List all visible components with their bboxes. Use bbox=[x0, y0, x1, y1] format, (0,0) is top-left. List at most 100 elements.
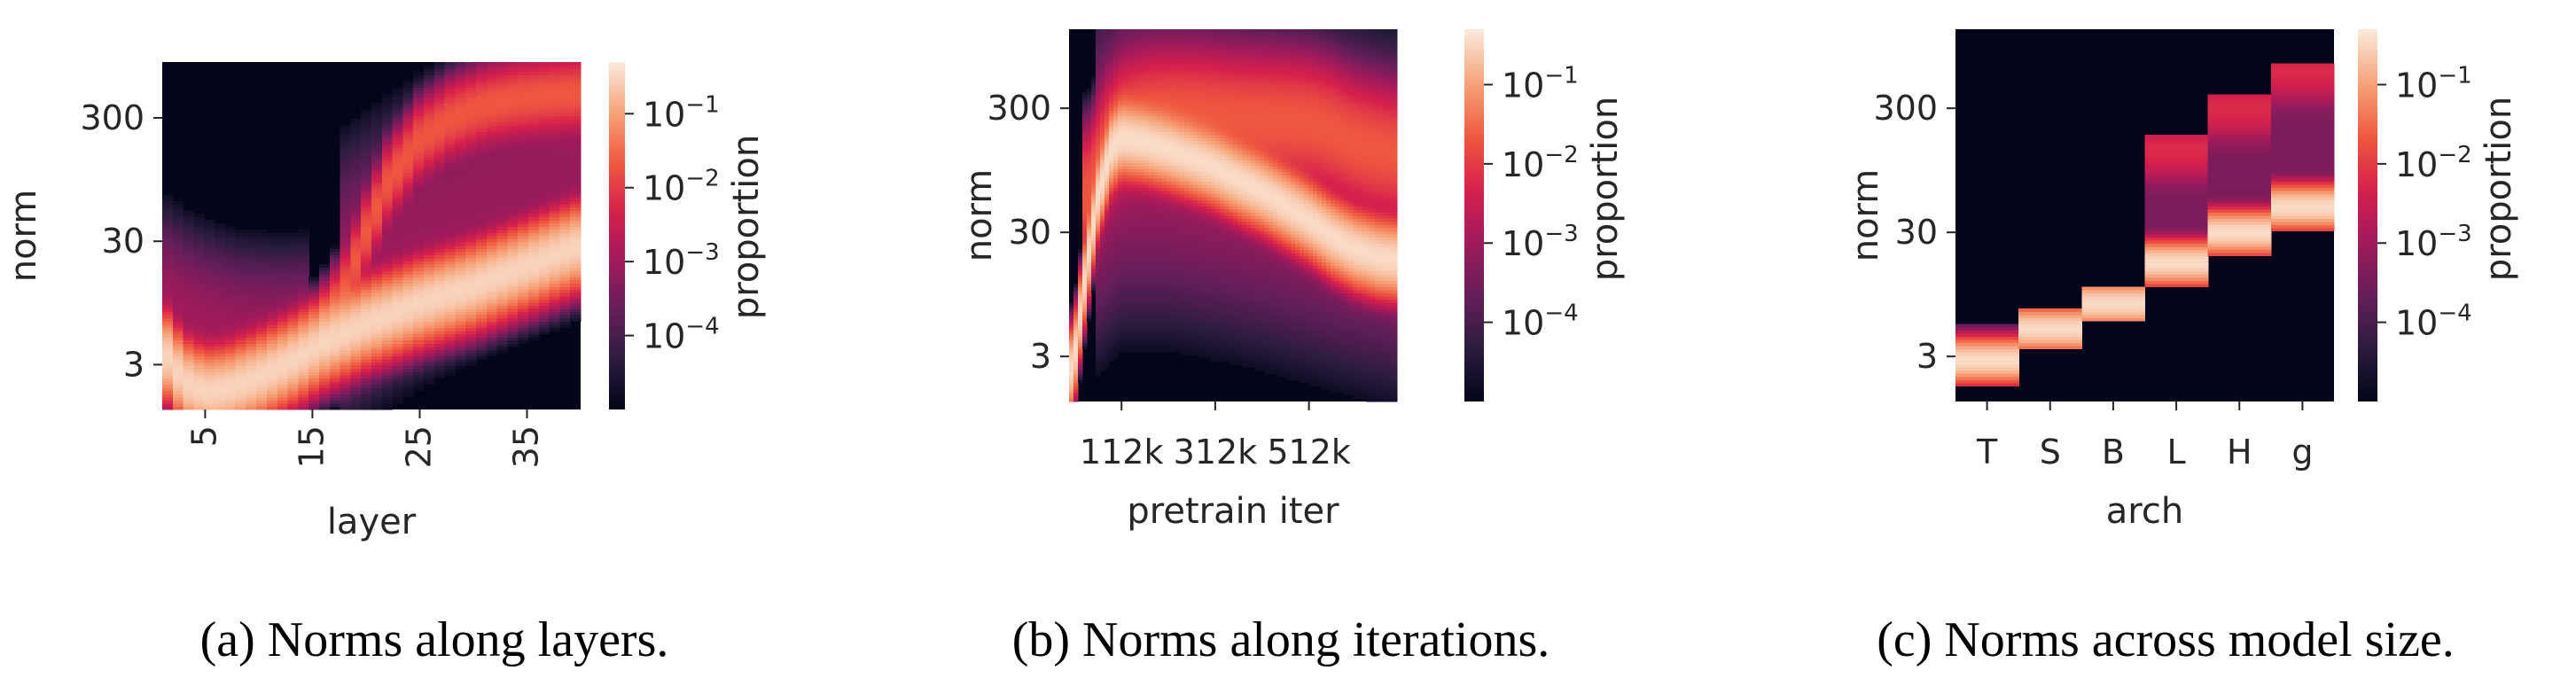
heatmap-cell bbox=[486, 83, 498, 89]
heatmap-cell bbox=[1158, 311, 1163, 316]
heatmap-cell bbox=[298, 308, 309, 313]
heatmap-cell bbox=[392, 214, 403, 218]
heatmap-cell bbox=[1113, 94, 1119, 98]
heatmap-cell bbox=[381, 131, 394, 136]
heatmap-cell bbox=[496, 175, 508, 180]
heatmap-cell bbox=[1149, 305, 1154, 309]
heatmap-cell bbox=[424, 81, 435, 85]
heatmap-cell bbox=[1113, 336, 1119, 340]
heatmap-cell bbox=[1082, 292, 1088, 297]
heatmap-cell bbox=[433, 368, 446, 372]
heatmap-cell bbox=[570, 163, 582, 168]
heatmap-cell bbox=[424, 210, 435, 214]
heatmap-cell bbox=[559, 261, 571, 265]
heatmap-cell bbox=[570, 141, 582, 145]
heatmap-cell bbox=[538, 277, 550, 281]
heatmap-cell bbox=[518, 242, 529, 246]
heatmap-cell bbox=[256, 257, 268, 262]
heatmap-cell bbox=[1140, 199, 1145, 204]
heatmap-cell bbox=[433, 257, 446, 262]
heatmap-cell bbox=[340, 339, 351, 344]
heatmap-cell bbox=[1100, 85, 1105, 90]
heatmap-cell bbox=[381, 210, 394, 214]
heatmap-cell bbox=[413, 77, 425, 82]
heatmap-cell bbox=[1127, 129, 1132, 133]
heatmap-cell bbox=[1109, 150, 1114, 154]
heatmap-cell bbox=[267, 295, 278, 300]
heatmap-cell bbox=[444, 182, 456, 186]
heatmap-cell bbox=[361, 166, 372, 170]
heatmap-cell bbox=[1144, 104, 1150, 108]
heatmap-cell bbox=[559, 273, 571, 277]
heatmap-cell bbox=[496, 333, 508, 338]
heatmap-cell bbox=[433, 362, 446, 366]
heatmap-cell bbox=[1091, 131, 1097, 136]
heatmap-cell bbox=[1144, 168, 1150, 173]
heatmap-cell bbox=[204, 346, 215, 350]
heatmap-cell bbox=[308, 299, 320, 303]
heatmap-cell bbox=[1105, 162, 1110, 167]
heatmap-cell bbox=[204, 267, 215, 271]
heatmap-cell bbox=[215, 292, 226, 297]
heatmap-cell bbox=[1153, 48, 1159, 52]
heatmap-cell bbox=[413, 295, 425, 300]
heatmap-cell bbox=[1149, 168, 1154, 173]
heatmap-cell bbox=[287, 333, 299, 338]
heatmap-cell bbox=[215, 232, 226, 237]
heatmap-cell bbox=[570, 229, 582, 234]
heatmap-cell bbox=[371, 207, 383, 212]
heatmap-cell bbox=[371, 301, 383, 306]
heatmap-cell bbox=[402, 204, 414, 208]
heatmap-cell bbox=[476, 305, 488, 309]
heatmap-cell bbox=[1149, 317, 1154, 322]
heatmap-cell bbox=[287, 264, 299, 269]
heatmap-cell bbox=[256, 368, 268, 372]
heatmap-cell bbox=[1096, 137, 1101, 142]
heatmap-cell bbox=[402, 254, 414, 259]
heatmap-cell bbox=[1131, 324, 1136, 328]
heatmap-cell bbox=[518, 251, 529, 255]
heatmap-cell bbox=[465, 175, 477, 180]
heatmap-cell bbox=[246, 229, 257, 234]
heatmap-cell bbox=[1087, 212, 1092, 216]
heatmap-cell bbox=[1149, 175, 1154, 179]
heatmap-cell bbox=[476, 121, 488, 126]
heatmap-cell bbox=[476, 141, 488, 145]
heatmap-cell bbox=[193, 222, 205, 227]
heatmap-cell bbox=[465, 264, 477, 269]
heatmap-cell bbox=[183, 301, 194, 306]
heatmap-cell bbox=[1131, 228, 1136, 232]
heatmap-cell bbox=[1153, 29, 1159, 34]
heatmap-cell bbox=[371, 198, 383, 202]
heatmap-cell bbox=[277, 286, 289, 291]
heatmap-cell bbox=[455, 289, 466, 293]
heatmap-cell bbox=[1100, 191, 1105, 195]
heatmap-cell bbox=[308, 346, 320, 350]
heatmap-cell bbox=[1113, 299, 1119, 303]
heatmap-cell bbox=[1140, 246, 1145, 251]
heatmap-cell bbox=[1113, 259, 1119, 263]
heatmap-cell bbox=[507, 261, 519, 265]
heatmap-cell bbox=[486, 321, 498, 325]
heatmap-cell bbox=[433, 188, 446, 192]
heatmap-cell bbox=[298, 286, 309, 291]
heatmap-cell bbox=[1100, 54, 1105, 58]
heatmap-cell bbox=[340, 128, 351, 132]
heatmap-cell bbox=[267, 390, 278, 394]
heatmap-cell bbox=[1127, 206, 1132, 210]
heatmap-cell bbox=[507, 90, 519, 95]
heatmap-cell bbox=[1127, 321, 1132, 325]
heatmap-cell bbox=[319, 349, 331, 354]
heatmap-cell bbox=[256, 317, 268, 322]
heatmap-cell bbox=[193, 286, 205, 291]
heatmap-cell bbox=[455, 232, 466, 237]
heatmap-cell bbox=[1100, 261, 1105, 266]
heatmap-cell bbox=[476, 191, 488, 196]
heatmap-cell bbox=[1153, 63, 1159, 67]
heatmap-cell bbox=[528, 184, 540, 190]
heatmap-cell bbox=[518, 311, 529, 316]
heatmap-cell bbox=[486, 251, 498, 255]
heatmap-cell bbox=[486, 141, 498, 145]
heatmap-cell bbox=[246, 365, 257, 370]
heatmap-cell bbox=[277, 387, 289, 392]
